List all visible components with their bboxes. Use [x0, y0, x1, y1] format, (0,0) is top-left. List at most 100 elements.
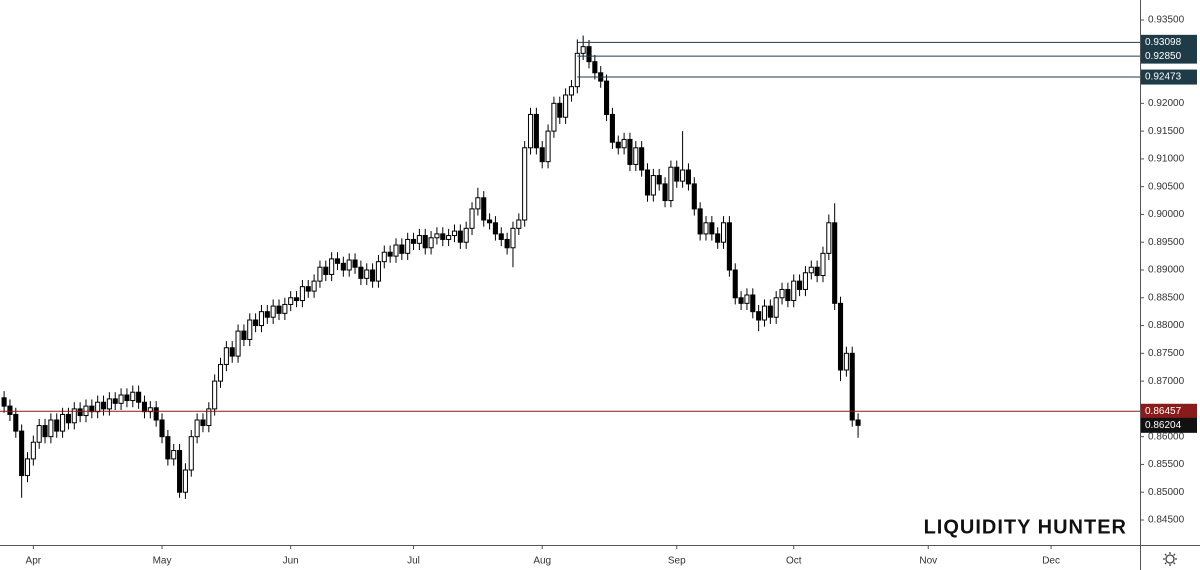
- candle: [100, 395, 107, 416]
- candle: [247, 313, 253, 347]
- candle: [136, 385, 142, 409]
- candle: [305, 280, 311, 298]
- candle-body: [30, 441, 36, 460]
- candle: [808, 260, 814, 280]
- candle-body: [756, 311, 762, 321]
- candle-body: [715, 233, 721, 243]
- candle-body: [112, 398, 118, 404]
- watermark: LIQUIDITY HUNTER: [924, 516, 1127, 538]
- candle-body: [194, 419, 200, 438]
- candle-body: [750, 294, 756, 313]
- candle-body: [381, 251, 387, 263]
- candle-body: [100, 401, 107, 410]
- candle-body: [317, 266, 323, 282]
- candle-body: [668, 166, 674, 202]
- candle-body: [773, 297, 779, 318]
- candle: [258, 305, 265, 333]
- settings-icon[interactable]: [1163, 552, 1177, 566]
- candle: [36, 418, 42, 449]
- price-label-box: [1141, 69, 1197, 85]
- candle-body: [346, 259, 352, 271]
- candle-body: [36, 425, 42, 443]
- candle-body: [153, 407, 159, 421]
- candle: [522, 141, 528, 227]
- candle-body: [352, 259, 358, 268]
- candle-body: [42, 425, 48, 438]
- candle: [639, 141, 645, 177]
- candle-body: [633, 147, 639, 165]
- candle: [130, 385, 136, 408]
- candle-body: [545, 130, 551, 163]
- y-tick-label: 0.93500: [1148, 15, 1185, 26]
- candle: [42, 418, 48, 444]
- candle: [814, 260, 820, 283]
- candle: [165, 430, 171, 466]
- candle: [410, 232, 417, 250]
- candle-body: [463, 227, 469, 243]
- candle-body: [299, 286, 305, 302]
- candle: [481, 191, 487, 227]
- y-tick-label: 0.88500: [1148, 292, 1185, 303]
- candle-body: [77, 408, 83, 417]
- candle-body: [744, 294, 750, 304]
- candle: [604, 74, 610, 122]
- candle: [451, 224, 458, 243]
- candle: [7, 399, 13, 422]
- candle-body: [223, 347, 229, 365]
- candle: [399, 238, 405, 260]
- candle-body: [837, 302, 844, 371]
- candle: [837, 296, 844, 382]
- candle-body: [492, 222, 498, 235]
- candle: [685, 163, 691, 191]
- price-label-box: [1141, 417, 1197, 433]
- candle-body: [311, 280, 317, 292]
- price-label-box: [1141, 48, 1197, 64]
- candle: [282, 297, 288, 320]
- y-tick-label: 0.89000: [1148, 265, 1185, 276]
- x-tick-label: Dec: [1042, 556, 1060, 567]
- candle-body: [1, 397, 7, 407]
- candle-body: [820, 252, 826, 277]
- y-tick-label: 0.85000: [1148, 487, 1185, 498]
- candle: [381, 245, 387, 269]
- candle: [691, 177, 697, 216]
- candle-body: [399, 244, 405, 254]
- candle: [405, 232, 411, 260]
- candle-body: [609, 113, 615, 143]
- price-label: 0.92850: [1145, 51, 1182, 62]
- candle-body: [54, 419, 60, 432]
- candle: [422, 228, 428, 255]
- candle-body: [662, 183, 668, 202]
- candle-body: [358, 266, 364, 279]
- candle-body: [709, 222, 715, 235]
- candle: [744, 288, 750, 310]
- candle-body: [797, 280, 803, 290]
- candle-body: [434, 233, 440, 239]
- candle-body: [563, 94, 569, 118]
- candle: [159, 413, 165, 444]
- candle: [416, 228, 422, 250]
- candle-body: [674, 166, 680, 182]
- candle: [785, 282, 791, 308]
- candle: [633, 141, 639, 172]
- candle: [662, 177, 668, 208]
- candle: [118, 388, 124, 410]
- candle-body: [422, 235, 428, 249]
- candle-body: [808, 266, 814, 274]
- y-tick-label: 0.87500: [1148, 348, 1185, 359]
- candle: [545, 124, 551, 169]
- candle: [568, 80, 575, 102]
- candle: [621, 132, 627, 155]
- price-label: 0.86204: [1145, 420, 1182, 431]
- candle: [294, 291, 300, 308]
- candle-body: [141, 401, 148, 413]
- candle-body: [106, 398, 112, 410]
- candle-body: [551, 102, 557, 132]
- candle: [492, 216, 498, 241]
- candle: [533, 107, 539, 155]
- candle-body: [387, 251, 393, 257]
- candle: [434, 227, 440, 245]
- candle: [487, 213, 493, 230]
- candle: [77, 402, 83, 423]
